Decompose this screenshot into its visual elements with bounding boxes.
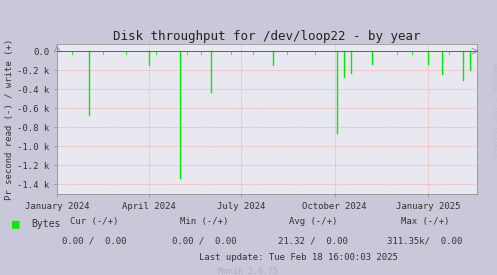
Text: 0.00 /  0.00: 0.00 / 0.00 — [171, 236, 236, 245]
Text: Munin 2.0.75: Munin 2.0.75 — [219, 267, 278, 275]
Text: 311.35k/  0.00: 311.35k/ 0.00 — [387, 236, 463, 245]
Text: 21.32 /  0.00: 21.32 / 0.00 — [278, 236, 348, 245]
Title: Disk throughput for /dev/loop22 - by year: Disk throughput for /dev/loop22 - by yea… — [113, 30, 421, 43]
Y-axis label: Pr second read (-) / write (+): Pr second read (-) / write (+) — [5, 38, 14, 200]
Text: Max (-/+): Max (-/+) — [401, 217, 449, 226]
Text: RRDTOOL / TOBI OETIKER: RRDTOOL / TOBI OETIKER — [491, 63, 497, 157]
Text: ■: ■ — [12, 218, 20, 231]
Text: Min (-/+): Min (-/+) — [179, 217, 228, 226]
Text: Last update: Tue Feb 18 16:00:03 2025: Last update: Tue Feb 18 16:00:03 2025 — [199, 253, 398, 262]
Text: 0.00 /  0.00: 0.00 / 0.00 — [62, 236, 127, 245]
Text: Avg (-/+): Avg (-/+) — [289, 217, 337, 226]
Text: Bytes: Bytes — [31, 219, 60, 229]
Text: Cur (-/+): Cur (-/+) — [70, 217, 119, 226]
